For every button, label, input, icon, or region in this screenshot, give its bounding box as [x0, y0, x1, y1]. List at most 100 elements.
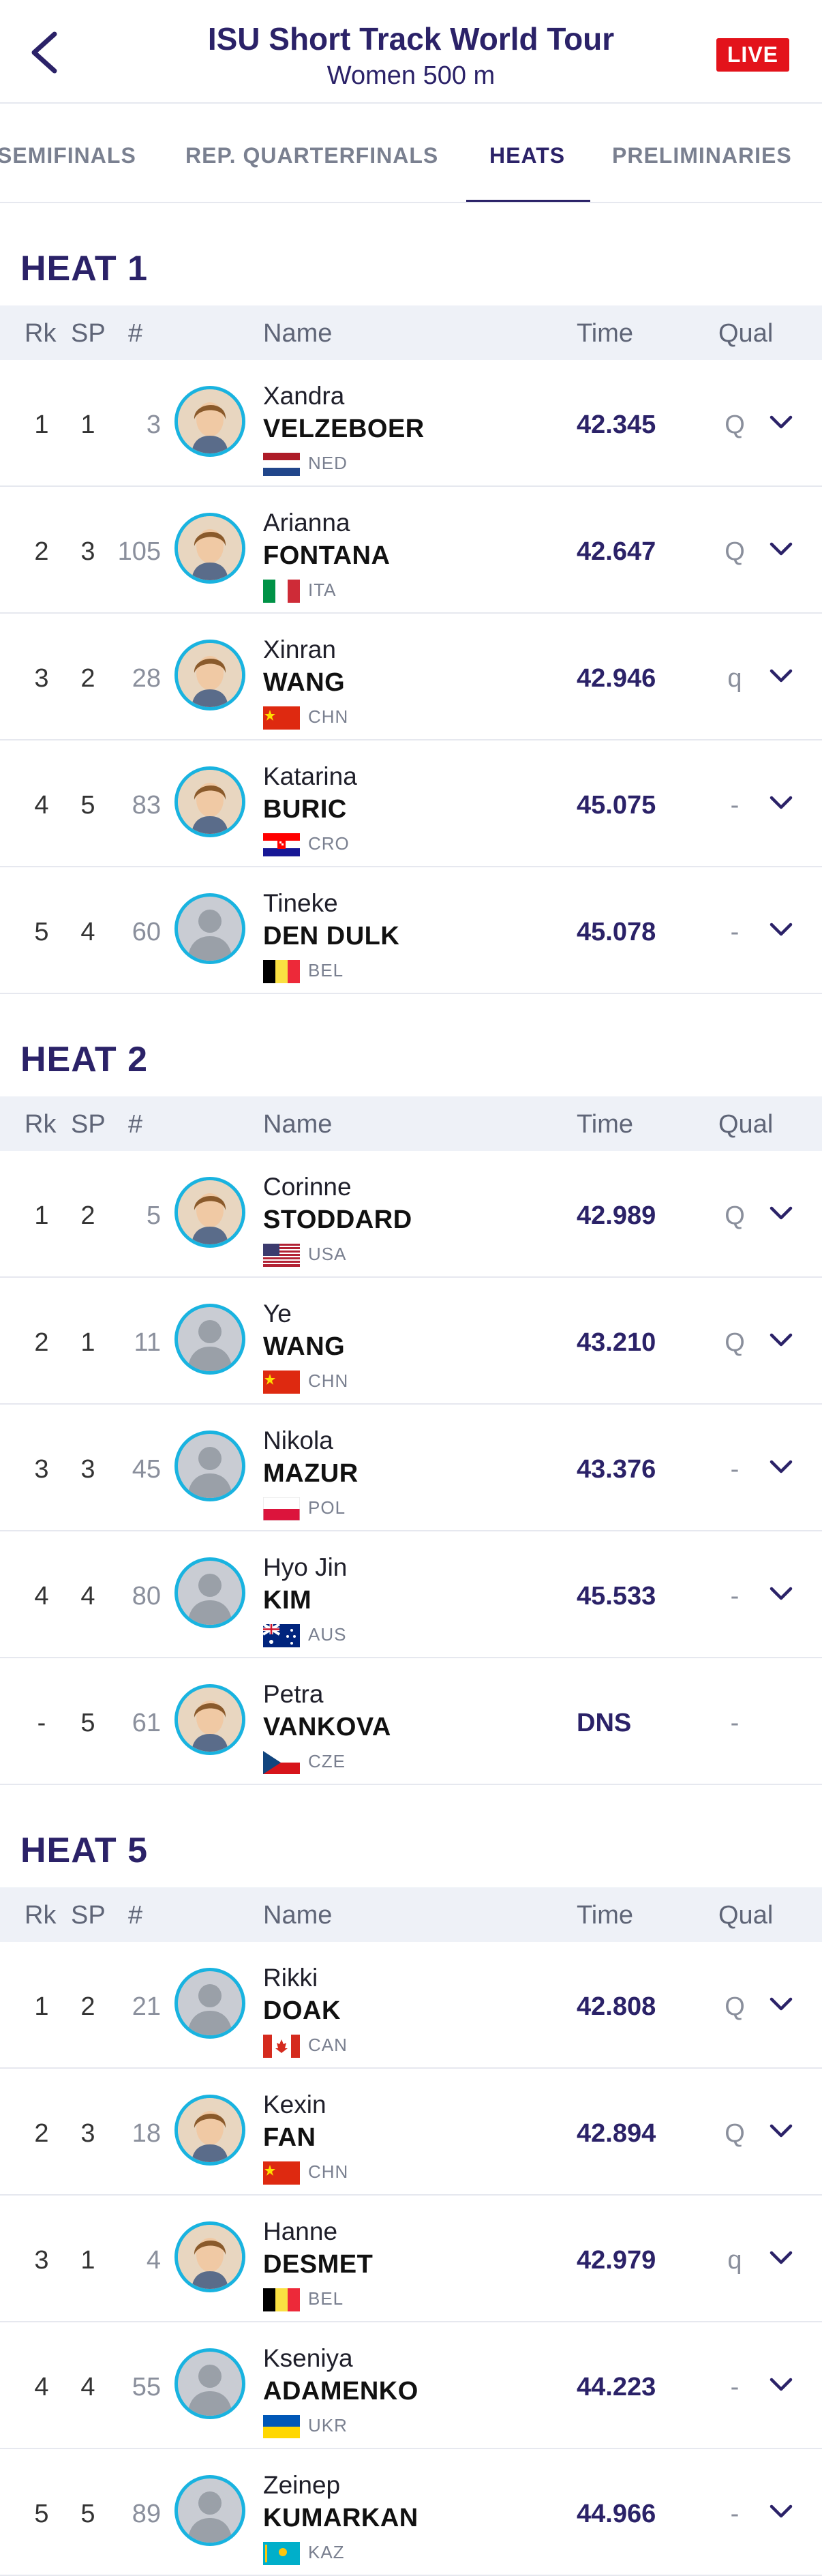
- rank: 4: [34, 791, 49, 820]
- result-row[interactable]: 4 5 83 Katarina BURIC CRO 45.075 -: [0, 740, 822, 867]
- rank: 4: [34, 1582, 49, 1611]
- column-header-row: Rk SP # Name Time Qual: [0, 1887, 822, 1942]
- col-qual: Qual: [718, 1110, 774, 1139]
- result-row[interactable]: - 5 61 Petra VANKOVA CZE DNS -: [0, 1658, 822, 1785]
- athlete-photo: [174, 1177, 245, 1248]
- athlete-first-name: Nikola: [263, 1426, 333, 1454]
- athlete-first-name: Hyo Jin: [263, 1553, 348, 1581]
- start-position: 1: [80, 1328, 95, 1357]
- chevron-down-icon[interactable]: [763, 405, 799, 440]
- avatar-placeholder-icon: [174, 1431, 245, 1501]
- chevron-down-icon[interactable]: [763, 2494, 799, 2530]
- tab-preliminaries[interactable]: PRELIMINARIES: [612, 143, 792, 168]
- result-row[interactable]: 1 2 21 Rikki DOAK CAN 42.808 Q: [0, 1942, 822, 2069]
- athlete-photo: [174, 386, 245, 457]
- result-row[interactable]: 3 1 4 Hanne DESMET BEL 42.979 q: [0, 2196, 822, 2322]
- athlete-first-name: Katarina: [263, 762, 357, 790]
- bib-number: 83: [132, 791, 161, 820]
- result-row[interactable]: 5 4 60 Tineke DEN DULK BEL 45.078 -: [0, 867, 822, 994]
- col-num: #: [128, 1901, 143, 1930]
- result-row[interactable]: 2 3 18 Kexin FAN CHN 42.894 Q: [0, 2069, 822, 2196]
- qualification-mark: Q: [725, 410, 745, 439]
- rank: 3: [34, 664, 49, 693]
- athlete-last-name: WANG: [263, 1332, 346, 1361]
- tab-semifinals[interactable]: SEMIFINALS: [0, 143, 136, 168]
- athlete-last-name: MAZUR: [263, 1459, 359, 1488]
- chevron-down-icon[interactable]: [763, 1196, 799, 1231]
- chevron-down-icon[interactable]: [763, 912, 799, 948]
- result-row[interactable]: 1 2 5 Corinne STODDARD USA 42.989 Q: [0, 1151, 822, 1278]
- race-time: 45.075: [577, 791, 656, 820]
- start-position: 2: [80, 1201, 95, 1230]
- chevron-down-icon[interactable]: [763, 2367, 799, 2403]
- athlete-last-name: VELZEBOER: [263, 415, 425, 443]
- col-time: Time: [577, 319, 634, 348]
- col-qual: Qual: [718, 319, 774, 348]
- result-row[interactable]: 4 4 80 Hyo Jin KIM AUS 45.533 -: [0, 1531, 822, 1658]
- flag-icon: [263, 1624, 300, 1647]
- race-time: 43.210: [577, 1328, 656, 1357]
- race-time: 42.946: [577, 664, 656, 693]
- result-row[interactable]: 2 1 11 Ye WANG CHN 43.210 Q: [0, 1278, 822, 1405]
- qualification-mark: -: [730, 791, 740, 820]
- col-num: #: [128, 319, 143, 348]
- bib-number: 5: [146, 1201, 161, 1230]
- qualification-mark: -: [730, 1709, 740, 1737]
- chevron-down-icon[interactable]: [763, 1323, 799, 1358]
- athlete-last-name: DEN DULK: [263, 922, 400, 950]
- nation-code: AUS: [308, 1624, 347, 1645]
- chevron-down-icon[interactable]: [763, 1450, 799, 1485]
- nation-code: ITA: [308, 580, 337, 600]
- flag-icon: [263, 453, 300, 476]
- col-num: #: [128, 1110, 143, 1139]
- athlete-photo: [174, 1684, 245, 1755]
- rank: 5: [34, 918, 49, 946]
- chevron-down-icon[interactable]: [763, 659, 799, 694]
- rank: 1: [34, 410, 49, 439]
- event-subtitle: Women 500 m: [326, 61, 496, 90]
- result-row[interactable]: 1 1 3 Xandra VELZEBOER NED 42.345 Q: [0, 360, 822, 487]
- chevron-down-icon[interactable]: [763, 1576, 799, 1612]
- active-tab-indicator: [466, 200, 590, 202]
- bib-number: 18: [132, 2119, 161, 2148]
- nation-code: CHN: [308, 2161, 349, 2182]
- result-row[interactable]: 2 3 105 Arianna FONTANA ITA 42.647 Q: [0, 487, 822, 614]
- bib-number: 55: [132, 2373, 161, 2401]
- athlete-photo: [174, 2095, 245, 2166]
- bib-number: 45: [132, 1455, 161, 1484]
- start-position: 4: [80, 2373, 95, 2401]
- athlete-first-name: Xinran: [263, 635, 336, 663]
- result-row[interactable]: 5 5 89 Zeinep KUMARKAN KAZ 44.966 -: [0, 2449, 822, 2576]
- qualification-mark: -: [730, 1455, 740, 1484]
- chevron-down-icon[interactable]: [763, 2114, 799, 2149]
- result-row[interactable]: 3 2 28 Xinran WANG CHN 42.946 q: [0, 614, 822, 740]
- rank: 2: [34, 1328, 49, 1357]
- athlete-photo: [174, 513, 245, 584]
- chevron-down-icon[interactable]: [763, 785, 799, 821]
- race-time: 42.345: [577, 410, 656, 439]
- nation-code: UKR: [308, 2415, 348, 2436]
- result-row[interactable]: 4 4 55 Kseniya ADAMENKO UKR 44.223 -: [0, 2322, 822, 2449]
- flag-icon: [263, 2288, 300, 2311]
- chevron-down-icon[interactable]: [763, 2241, 799, 2276]
- nation-code: CHN: [308, 706, 349, 727]
- chevron-down-icon[interactable]: [763, 532, 799, 567]
- athlete-last-name: STODDARD: [263, 1205, 412, 1234]
- nation-code: CHN: [308, 1371, 349, 1391]
- col-rk: Rk: [25, 319, 57, 348]
- nation-code: NED: [308, 453, 348, 473]
- qualification-mark: Q: [725, 537, 745, 566]
- athlete-first-name: Kexin: [263, 2091, 326, 2118]
- back-arrow-icon[interactable]: [25, 29, 65, 76]
- athlete-last-name: WANG: [263, 668, 346, 697]
- flag-icon: [263, 960, 300, 983]
- flag-icon: [263, 1244, 300, 1267]
- chevron-down-icon[interactable]: [763, 1987, 799, 2022]
- start-position: 2: [80, 1992, 95, 2021]
- nation-code: POL: [308, 1497, 346, 1518]
- result-row[interactable]: 3 3 45 Nikola MAZUR POL 43.376 -: [0, 1405, 822, 1531]
- col-sp: SP: [71, 319, 106, 348]
- flag-icon: [263, 1751, 300, 1774]
- tab-rep-quarterfinals[interactable]: REP. QUARTERFINALS: [185, 143, 439, 168]
- tab-heats[interactable]: HEATS: [489, 143, 566, 168]
